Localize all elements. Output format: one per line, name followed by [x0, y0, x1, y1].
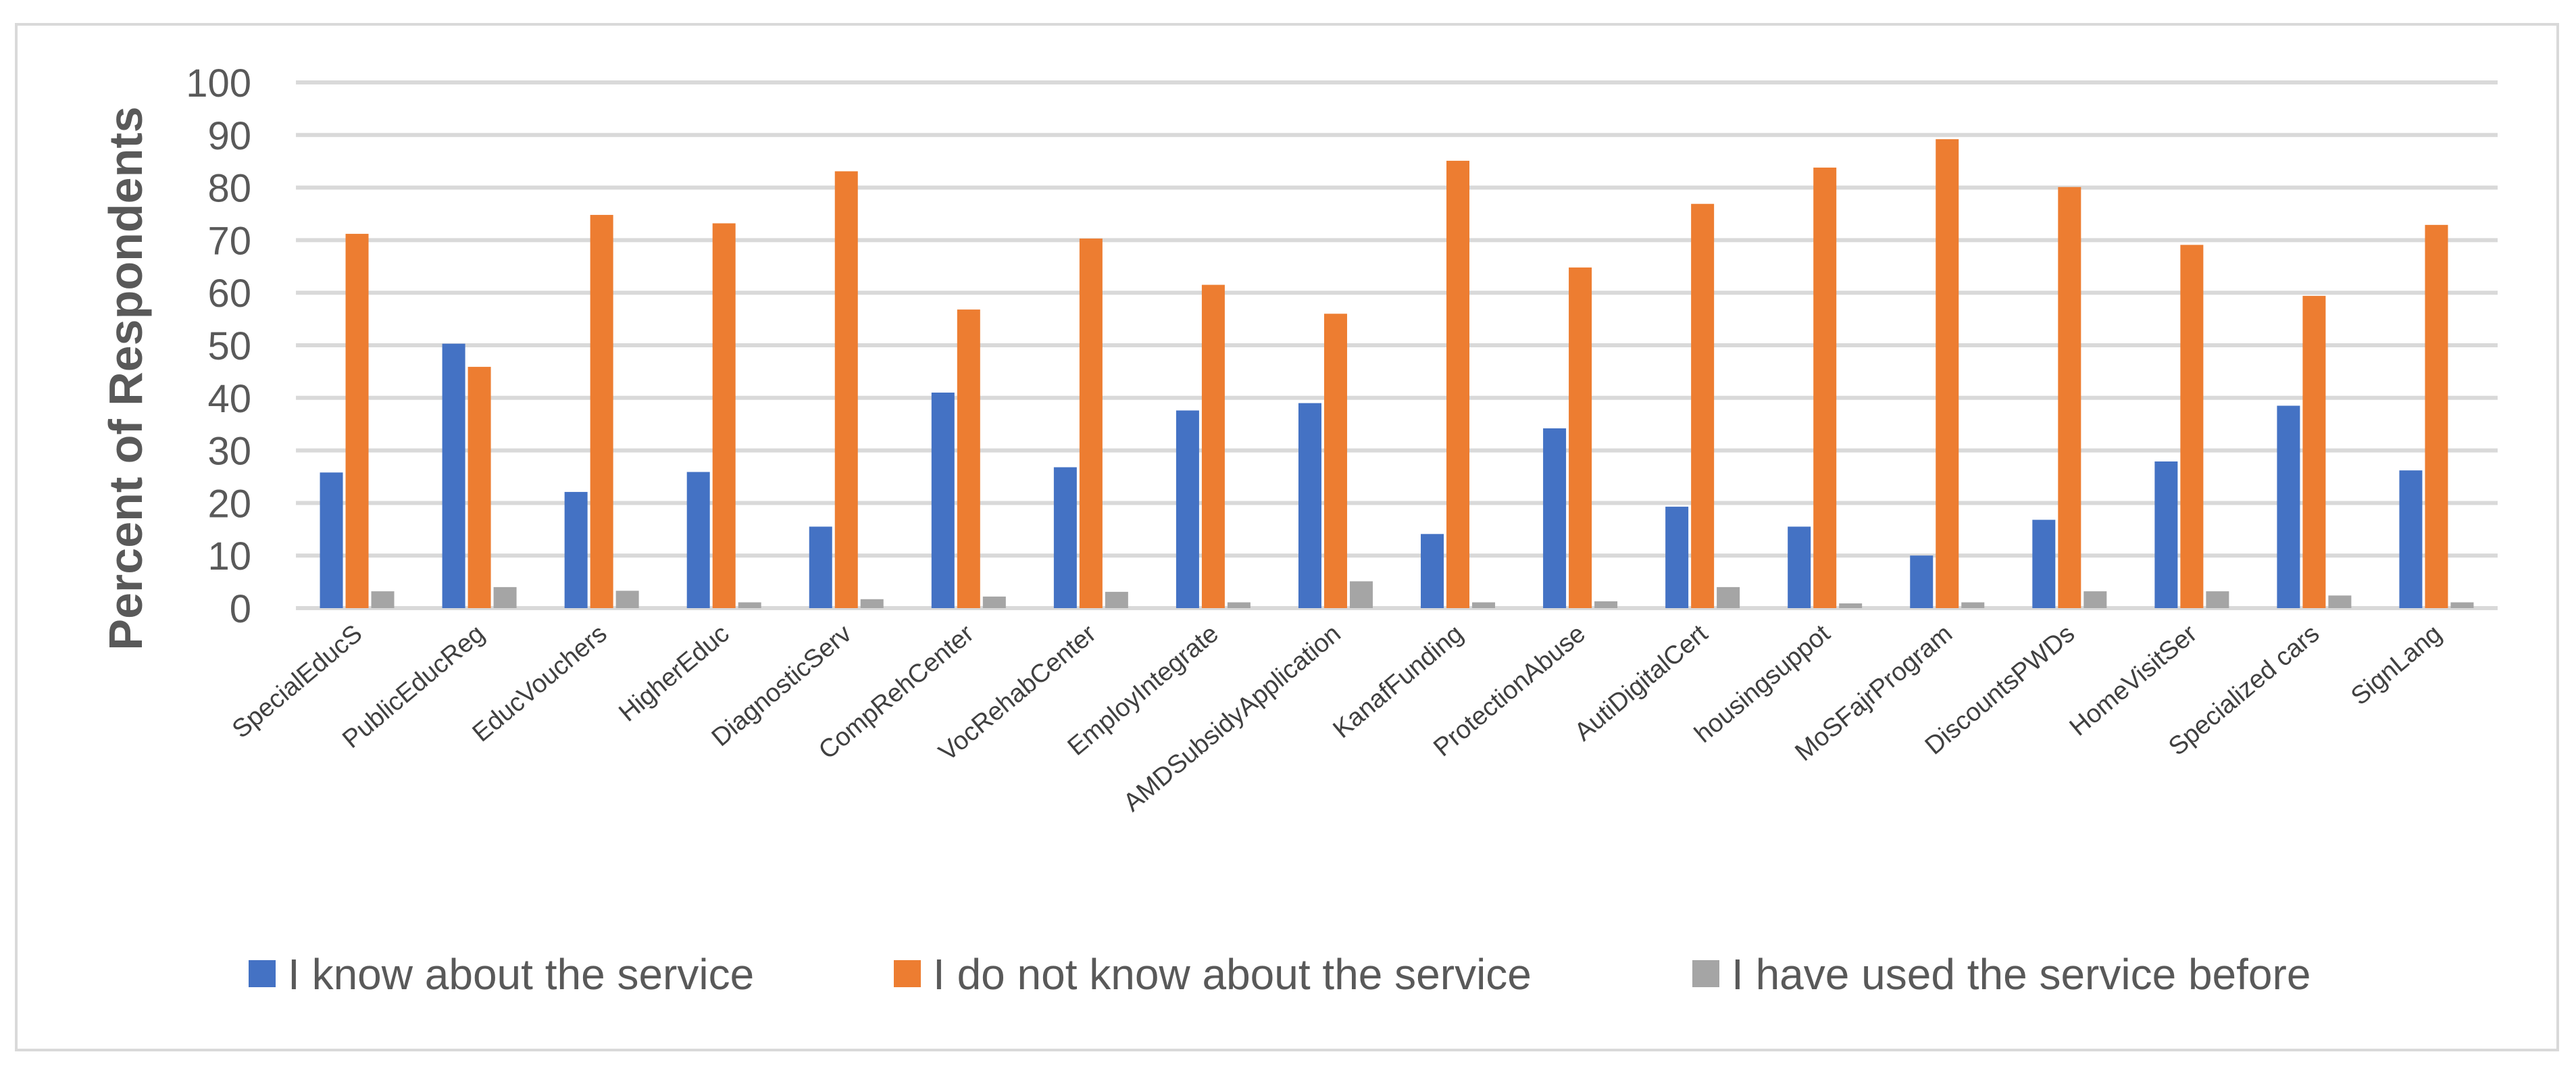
- legend-label-2: I do not know about the service: [933, 950, 1532, 999]
- bar-publiceducreg-series-1: [442, 343, 465, 608]
- bar-vocrehabcenter-series-1: [1053, 467, 1077, 608]
- bar-amdsubsidyapplication-series-1: [1298, 403, 1321, 608]
- legend-swatch-3: [1692, 960, 1719, 987]
- bar-autidigitalcert-series-2: [1691, 203, 1715, 608]
- bar-signlang-series-2: [2425, 224, 2448, 608]
- bar-diagnosticserv-series-1: [809, 526, 832, 608]
- bar-vocrehabcenter-series-2: [1079, 239, 1103, 608]
- bar-highereduc-series-3: [738, 602, 761, 608]
- bar-signlang-series-1: [2399, 470, 2423, 608]
- bar-comprehcenter-series-1: [931, 393, 955, 608]
- bar-specialized-cars-series-1: [2277, 405, 2300, 608]
- y-tick-label: 20: [207, 482, 251, 526]
- bar-discountspwds-series-3: [2083, 591, 2107, 608]
- bar-kanaffunding-series-2: [1446, 160, 1470, 608]
- bar-specialeducs-series-1: [320, 472, 343, 608]
- bar-diagnosticserv-series-2: [834, 171, 858, 608]
- bar-highereduc-series-2: [712, 223, 736, 608]
- bar-mosfajrprogram-series-2: [1936, 139, 1959, 609]
- bar-homevisitser-series-2: [2180, 245, 2204, 609]
- bar-housingsuppot-series-2: [1813, 168, 1837, 608]
- x-tick-label: HigherEduc: [613, 620, 734, 728]
- bar-kanaffunding-series-1: [1421, 534, 1444, 608]
- y-axis-ticks: 0 10 20 30 40 50 60 70 80 90 100: [186, 61, 251, 631]
- bar-housingsuppot-series-3: [1839, 603, 1863, 608]
- bar-vocrehabcenter-series-3: [1105, 591, 1128, 608]
- bar-discountspwds-series-1: [2032, 520, 2056, 608]
- bar-kanaffunding-series-3: [1472, 602, 1496, 608]
- bar-signlang-series-3: [2450, 602, 2474, 608]
- bar-comprehcenter-series-3: [982, 596, 1006, 608]
- bar-homevisitser-series-3: [2206, 591, 2229, 608]
- bar-highereduc-series-1: [686, 472, 710, 608]
- y-tick-label: 70: [207, 219, 251, 263]
- bar-specialeducs-series-2: [345, 234, 369, 609]
- bar-employintegrate-series-1: [1176, 410, 1199, 608]
- legend-label-1: I know about the service: [288, 950, 754, 999]
- x-tick-label: EducVouchers: [468, 620, 613, 748]
- bar-educvouchers-series-1: [564, 492, 588, 608]
- legend-label-3: I have used the service before: [1732, 950, 2310, 999]
- y-tick-label: 50: [207, 324, 251, 368]
- bar-autidigitalcert-series-3: [1717, 587, 1740, 608]
- bar-autidigitalcert-series-1: [1665, 506, 1689, 608]
- bar-protectionabuse-series-2: [1569, 267, 1592, 608]
- bar-publiceducreg-series-2: [468, 366, 491, 608]
- bar-amdsubsidyapplication-series-2: [1323, 314, 1347, 608]
- bar-employintegrate-series-3: [1227, 602, 1251, 608]
- bar-protectionabuse-series-1: [1543, 428, 1567, 608]
- y-tick-label: 30: [207, 430, 251, 474]
- chart-frame: [15, 23, 2559, 1051]
- bar-homevisitser-series-1: [2154, 461, 2178, 608]
- x-tick-label: AMDSubsidyApplication: [1118, 620, 1346, 818]
- bar-protectionabuse-series-3: [1594, 601, 1618, 608]
- bar-educvouchers-series-2: [590, 215, 613, 608]
- bar-employintegrate-series-2: [1201, 284, 1225, 608]
- bar-mosfajrprogram-series-1: [1910, 555, 1934, 608]
- bar-comprehcenter-series-2: [957, 309, 980, 608]
- y-tick-label: 0: [230, 587, 251, 631]
- legend: I know about the service I do not know ab…: [249, 950, 2310, 999]
- y-tick-label: 40: [207, 377, 251, 421]
- bar-discountspwds-series-2: [2058, 186, 2081, 608]
- bar-publiceducreg-series-3: [493, 587, 517, 608]
- y-tick-label: 90: [207, 114, 251, 158]
- y-tick-label: 100: [186, 61, 251, 105]
- legend-swatch-1: [249, 960, 276, 987]
- bar-housingsuppot-series-1: [1788, 526, 1811, 608]
- y-tick-label: 60: [207, 272, 251, 316]
- y-tick-label: 80: [207, 167, 251, 211]
- bar-educvouchers-series-3: [615, 591, 639, 608]
- gridlines: [296, 80, 2498, 610]
- bar-mosfajrprogram-series-3: [1961, 602, 1985, 608]
- bar-specialeducs-series-3: [371, 591, 395, 608]
- bar-specialized-cars-series-2: [2302, 295, 2326, 608]
- legend-swatch-2: [894, 960, 921, 987]
- x-tick-label: SignLang: [2346, 620, 2447, 711]
- bar-amdsubsidyapplication-series-3: [1349, 581, 1373, 608]
- y-tick-label: 10: [207, 534, 251, 578]
- bar-diagnosticserv-series-3: [860, 599, 884, 608]
- bars: [320, 139, 2474, 609]
- y-axis-title: Percent of Respondents: [99, 106, 152, 650]
- bar-specialized-cars-series-3: [2328, 595, 2352, 608]
